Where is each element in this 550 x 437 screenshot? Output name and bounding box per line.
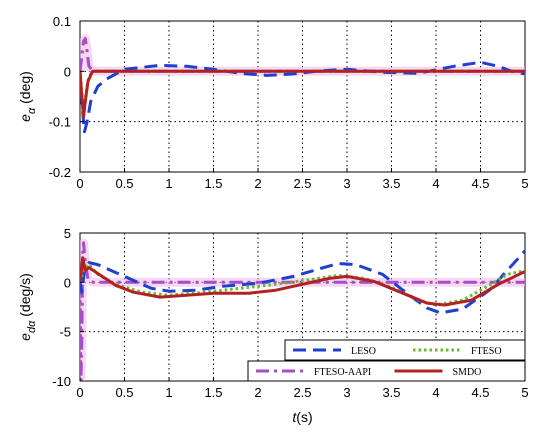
- top-x-tick-label: 2.5: [293, 176, 311, 191]
- top-y-tick-label: -0.1: [49, 115, 71, 130]
- top-plot-area: [79, 20, 526, 173]
- bottom-x-axis-label-unit: (s): [296, 409, 312, 425]
- top-x-tick-label: 3.5: [382, 176, 400, 191]
- top-x-tick-label: 5: [521, 176, 528, 191]
- top-y-tick-label: 0.1: [53, 14, 71, 29]
- top-series-group: [80, 34, 525, 134]
- legend-label-fteso: FTESO: [471, 346, 502, 357]
- bottom-panel: 0 0.5 1 1.5 2 2.5 3 3.5 4 4.5 5 -10 -5 0 5 edα (deg/s) t…: [17, 226, 529, 425]
- bottom-x-tick-label: 4: [432, 385, 439, 400]
- bottom-legend: LESO FTESO FTESO-AAPI SMDO: [247, 339, 526, 382]
- bottom-x-axis-label: t(s): [292, 409, 312, 425]
- bottom-x-tick-label: 4.5: [471, 385, 489, 400]
- bottom-x-axis-label-var: t: [292, 409, 297, 425]
- bottom-x-tick-label: 0: [76, 385, 83, 400]
- top-x-tick-label: 0.5: [115, 176, 133, 191]
- bottom-x-tick-label: 3: [343, 385, 350, 400]
- top-x-tick-label: 1.5: [204, 176, 222, 191]
- top-x-tick-label: 3: [343, 176, 350, 191]
- top-x-tick-label: 4.5: [471, 176, 489, 191]
- bottom-y-tick-label: 0: [64, 275, 71, 290]
- top-y-axis-label: eα (deg): [17, 71, 38, 122]
- top-y-tick-label: -0.2: [49, 165, 71, 180]
- top-y-axis-label-sub: α: [26, 107, 38, 114]
- top-x-tick-label: 2: [254, 176, 261, 191]
- top-x-tick-label: 0: [76, 176, 83, 191]
- bottom-x-tick-label: 2: [254, 385, 261, 400]
- top-series-smdo: [80, 69, 525, 119]
- top-y-axis-label-unit: (deg): [17, 71, 33, 108]
- legend-row-box: [247, 360, 526, 382]
- bottom-y-tick-label: 5: [64, 226, 71, 241]
- bottom-series-ftesoaapi: [80, 241, 525, 381]
- bottom-y-tick-label: -10: [52, 374, 71, 389]
- bottom-x-tick-label: 2.5: [293, 385, 311, 400]
- bottom-x-tick-label: 3.5: [382, 385, 400, 400]
- bottom-y-axis-label: edα (deg/s): [17, 273, 38, 341]
- bottom-series-leso: [80, 249, 525, 315]
- bottom-series-group: [80, 238, 525, 381]
- top-series-leso: [80, 60, 525, 134]
- top-y-tick-label: 0: [64, 64, 71, 79]
- top-panel: 0 0.5 1 1.5 2 2.5 3 3.5 4 4.5 5 -0.2 -0.1 0 0.1 eα (deg…: [17, 14, 529, 191]
- legend-label-leso: LESO: [351, 346, 376, 357]
- legend-row-box: [284, 339, 526, 361]
- bottom-x-tick-label: 5: [521, 385, 528, 400]
- bottom-y-tick-label: -5: [59, 325, 71, 340]
- top-x-tick-label: 4: [432, 176, 439, 191]
- bottom-y-axis-label-sub: dα: [26, 320, 38, 333]
- bottom-x-tick-label: 1.5: [204, 385, 222, 400]
- legend-label-smdo: SMDO: [453, 367, 482, 378]
- top-x-tick-label: 1: [165, 176, 172, 191]
- bottom-x-tick-label: 1: [165, 385, 172, 400]
- bottom-series-smdo: [80, 256, 525, 307]
- bottom-x-tick-label: 0.5: [115, 385, 133, 400]
- bottom-y-axis-label-unit: (deg/s): [17, 273, 33, 320]
- legend-label-ftesoaapi: FTESO-AAPI: [314, 367, 371, 378]
- bottom-y-axis-label-main: e: [17, 333, 33, 341]
- top-y-axis-label-main: e: [17, 114, 33, 122]
